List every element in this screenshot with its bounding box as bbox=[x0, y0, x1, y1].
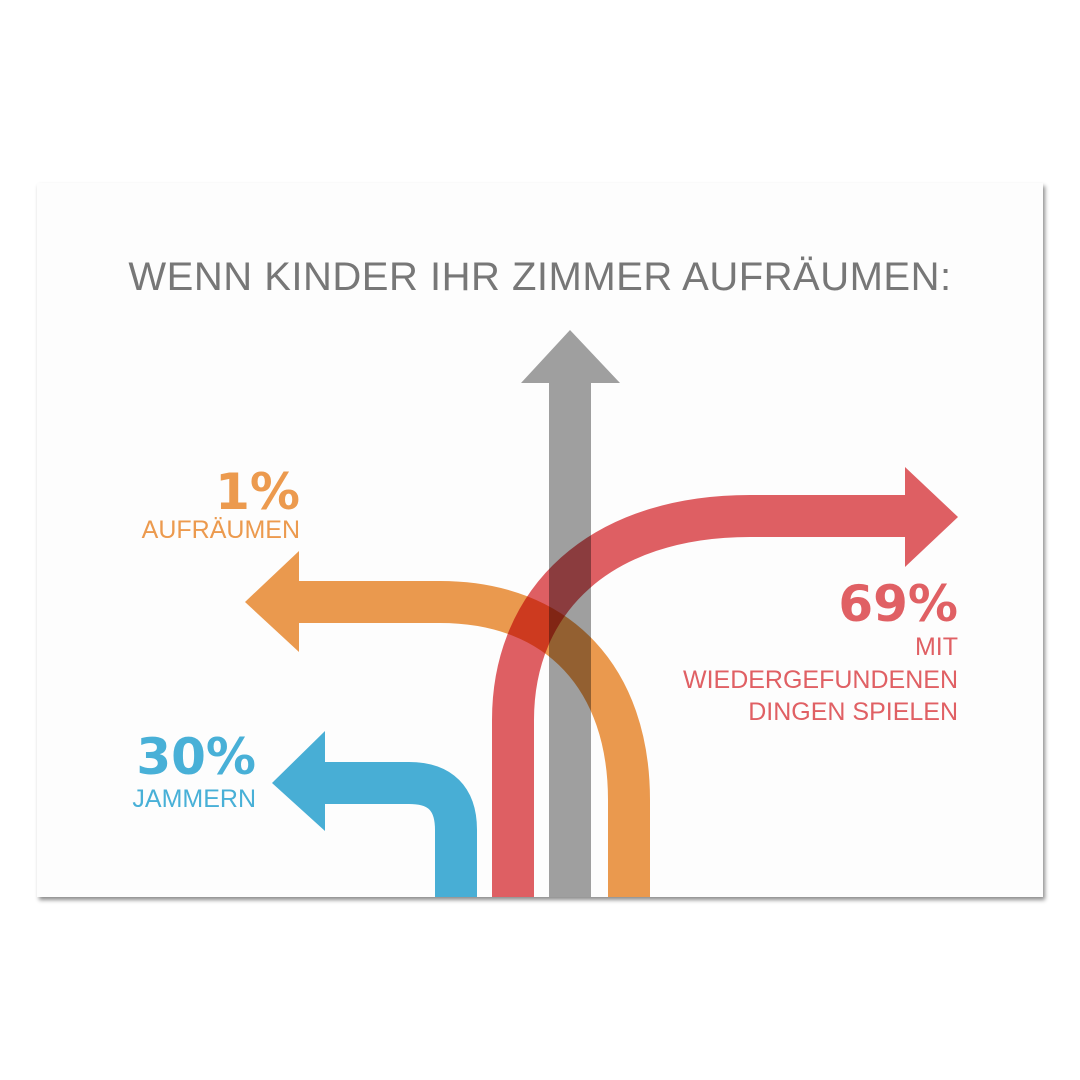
gray-arrow bbox=[521, 330, 620, 897]
percent-aufraeumen: 1% bbox=[215, 463, 300, 521]
percent-spielen: 69% bbox=[838, 575, 958, 633]
label-jammern: JAMMERN bbox=[132, 785, 256, 813]
percent-jammern: 30% bbox=[136, 728, 256, 786]
label-spielen-line1: MIT bbox=[914, 633, 958, 661]
page-title: WENN KINDER IHR ZIMMER AUFRÄUMEN: bbox=[128, 255, 952, 299]
label-aufraeumen: AUFRÄUMEN bbox=[141, 516, 300, 544]
label-spielen-line3: DINGEN SPIELEN bbox=[748, 698, 958, 726]
label-spielen-line2: WIEDERGEFUNDENEN bbox=[682, 666, 958, 694]
infographic-card: WENN KINDER IHR ZIMMER AUFRÄUMEN: 1% AUF… bbox=[37, 183, 1043, 897]
blue-arrow bbox=[272, 731, 477, 897]
arrows-diagram bbox=[245, 330, 958, 897]
